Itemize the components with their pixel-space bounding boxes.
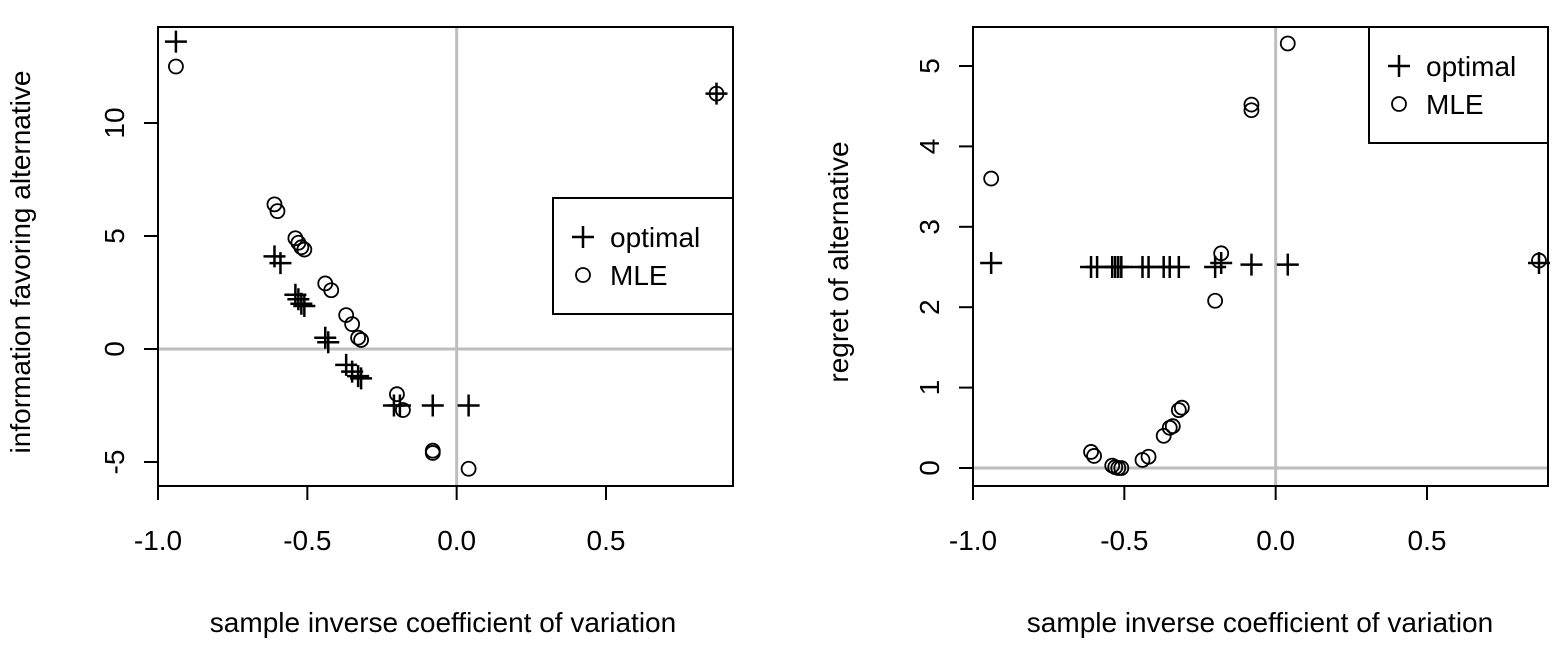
chart-panel-2: -1.0 -0.5 0.0 0.5 0 1 2 3 4 5 sample inverse coeff… (823, 26, 1550, 638)
legend: optimal MLE (1368, 26, 1549, 144)
mle-point (395, 402, 411, 418)
optimal-point (421, 394, 444, 417)
optimal-point (350, 367, 373, 390)
x-tick-label: -0.5 (283, 525, 331, 556)
mle-point (424, 445, 441, 461)
legend-label-optimal: optimal (610, 222, 700, 253)
x-tick-label: 0.5 (587, 525, 626, 556)
y-tick-label: 1 (914, 380, 945, 396)
optimal-point (317, 331, 340, 354)
mle-point (323, 282, 340, 299)
y-tick-label: 4 (914, 139, 945, 155)
y-tick-label: 10 (99, 107, 130, 138)
legend: optimal MLE (552, 197, 734, 315)
y-tick-label: 5 (914, 58, 945, 74)
mle-point (983, 170, 1000, 187)
mle-point (1243, 102, 1260, 119)
x-tick-label: -0.5 (1100, 525, 1148, 556)
y-axis-label: regret of alternative (823, 141, 854, 382)
legend-label-mle: MLE (1426, 89, 1484, 120)
optimal-point (347, 365, 370, 388)
optimal-point (1276, 253, 1299, 276)
optimal-point (314, 326, 337, 349)
legend-label-optimal: optimal (1426, 51, 1516, 82)
optimal-point (1167, 256, 1190, 278)
optimal-point (290, 292, 313, 315)
mle-point (1140, 448, 1157, 465)
x-tick-label: 0.0 (437, 525, 476, 556)
x-tick-label: 0.5 (1408, 525, 1447, 556)
mle-point (293, 239, 310, 256)
optimal-point (1527, 251, 1550, 274)
optimal-point (1204, 256, 1227, 278)
optimal-point (293, 295, 316, 318)
optimal-point (1110, 256, 1133, 278)
optimal-point (269, 252, 292, 275)
x-axis-label: sample inverse coefficient of variation (210, 607, 676, 638)
mle-point (1207, 292, 1224, 309)
chart-panel-1: -1.0 -0.5 0.0 0.5 -5 0 5 10 sample inverse coeff… (5, 26, 734, 638)
optimal-point (457, 394, 480, 417)
y-tick-label: 5 (99, 228, 130, 244)
mle-point (350, 329, 367, 346)
mle-point (1170, 402, 1187, 419)
y-tick-label: -5 (99, 450, 130, 475)
x-tick-label: 0.0 (1256, 525, 1295, 556)
mle-point (708, 85, 725, 102)
y-axis-label: information favoring alternative (5, 71, 36, 454)
optimal-point (1210, 251, 1233, 274)
mle-point (1213, 245, 1230, 262)
mle-point (296, 241, 313, 258)
mle-point (353, 332, 369, 348)
optimal-point (1240, 253, 1263, 276)
mle-point (1243, 96, 1260, 113)
optimal-point (284, 283, 307, 306)
mle-point (168, 58, 184, 75)
x-axis-label: sample inverse coefficient of variation (1027, 607, 1493, 638)
legend-plus-icon (1388, 55, 1410, 77)
x-tick-label: -1.0 (134, 525, 182, 556)
y-tick-label: 0 (914, 460, 945, 476)
mle-point (344, 316, 361, 333)
legend-box (552, 197, 734, 315)
mle-point (1173, 399, 1190, 416)
mle-point (1083, 444, 1099, 460)
mle-point (1279, 35, 1296, 52)
optimal-point (980, 251, 1003, 274)
mle-point (1086, 448, 1102, 464)
legend-circle-icon (1391, 96, 1407, 112)
plot-frame (972, 26, 1549, 487)
mle-point (389, 386, 405, 403)
x-tick-label: -1.0 (949, 525, 997, 556)
mle-point (269, 203, 286, 220)
legend-circle-icon (575, 267, 591, 283)
legend-plus-icon (572, 226, 594, 248)
y-tick-label: 2 (914, 299, 945, 315)
legend-label-mle: MLE (610, 260, 668, 291)
mle-point (1113, 460, 1130, 476)
mle-point (1531, 252, 1547, 269)
legend-box (1368, 26, 1549, 144)
y-tick-label: 0 (99, 341, 130, 357)
mle-point (460, 460, 477, 477)
optimal-point (164, 30, 187, 53)
mle-point (1164, 418, 1181, 435)
y-tick-label: 3 (914, 219, 945, 235)
